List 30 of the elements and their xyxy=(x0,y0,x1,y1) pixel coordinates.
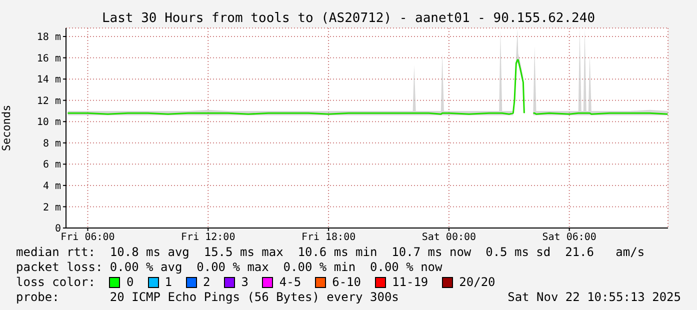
text: Sat Nov 22 10:55:13 2025 xyxy=(508,290,681,305)
y-tick-label: 0 xyxy=(54,224,61,235)
text: 20/20 xyxy=(459,275,496,290)
y-tick-label: 18 m xyxy=(36,32,61,44)
text: 6-10 xyxy=(332,275,362,290)
text: 11-19 xyxy=(392,275,428,290)
y-tick-label: 4 m xyxy=(42,180,61,192)
chart-title: Last 30 Hours from tools to (AS20712) - aanet01 - 90.155.62.240 xyxy=(100,11,596,26)
y-tick-label: 14 m xyxy=(36,74,61,86)
x-tick-label: Fri 18:00 xyxy=(301,232,356,244)
text: loss color: xyxy=(16,275,96,290)
x-tick-label: Fri 12:00 xyxy=(181,232,236,244)
text: packet loss: 0.00 % avg 0.00 % max 0.00 % min 0.00 % now xyxy=(16,260,444,275)
text: 3 xyxy=(241,275,248,290)
text: 2 xyxy=(202,275,210,290)
y-tick-label: 6 m xyxy=(42,160,61,171)
y-axis-title: Seconds xyxy=(0,104,13,152)
x-tick-label: Sat 06:00 xyxy=(542,232,596,244)
y-tick-label: 2 m xyxy=(42,202,61,214)
x-tick-label: Sat 00:00 xyxy=(422,232,476,244)
text: 0 xyxy=(126,275,134,290)
y-tick-label: 12 m xyxy=(36,96,61,107)
y-tick-label: 10 m xyxy=(36,117,61,128)
y-tick-label: 8 m xyxy=(42,138,61,150)
x-tick-label: Fri 06:00 xyxy=(60,232,115,244)
text: median rtt: 10.8 ms avg 15.5 ms max 10.6 ms min 10.7 ms now 0.5 ms sd 21.6 am/s xyxy=(16,245,646,260)
text: 1 xyxy=(164,275,172,290)
text: probe: 20 ICMP Echo Pings (56 Bytes) every 300s xyxy=(16,290,399,305)
text: 4-5 xyxy=(279,275,302,290)
y-tick-label: 16 m xyxy=(36,53,61,64)
